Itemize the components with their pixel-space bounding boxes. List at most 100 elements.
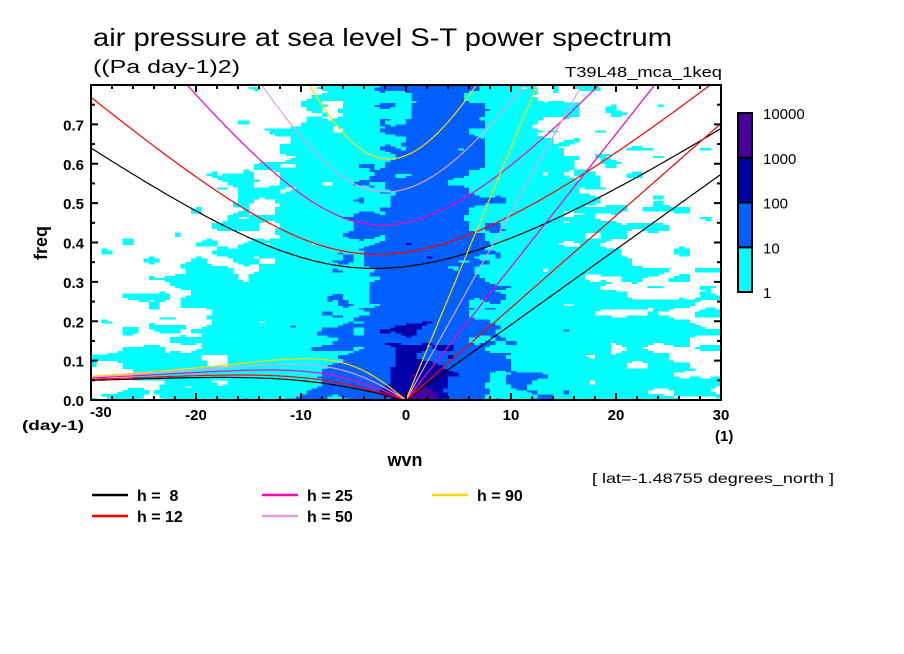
spectrum-cell (448, 382, 486, 385)
spectrum-cell (217, 177, 255, 180)
spectrum-cell (448, 376, 491, 379)
spectrum-cell (553, 396, 675, 399)
spectrum-cell (337, 108, 412, 111)
spectrum-cell (295, 325, 339, 328)
spectrum-cell (406, 175, 465, 178)
spectrum-cell (490, 388, 517, 391)
spectrum-cell (490, 244, 564, 247)
spectrum-cell (605, 106, 617, 109)
spectrum-cell (369, 266, 449, 269)
spectrum-cell (206, 173, 218, 176)
spectrum-cell (364, 197, 391, 200)
y-tick-label: 0.0 (63, 393, 84, 410)
spectrum-cell (348, 218, 465, 222)
spectrum-cell (406, 90, 470, 94)
spectrum-cell (411, 110, 486, 113)
spectrum-cell (248, 216, 344, 220)
spectrum-cell (600, 274, 659, 277)
spectrum-cell (343, 323, 407, 326)
spectrum-cell (259, 268, 333, 271)
spectrum-cell (348, 352, 396, 356)
spectrum-cell (148, 301, 160, 304)
spectrum-cell (484, 238, 612, 241)
spectrum-cell (673, 344, 690, 348)
spectrum-cell (668, 277, 690, 281)
spectrum-cell (353, 346, 365, 350)
spectrum-cell (311, 346, 354, 350)
spectrum-cell (369, 295, 507, 298)
spectrum-cell (280, 149, 386, 153)
spectrum-cell (406, 392, 438, 395)
spectrum-cell (484, 153, 564, 157)
spectrum-cell (316, 376, 391, 379)
spectrum-cell (479, 167, 575, 170)
spectrum-cell (605, 163, 617, 167)
spectrum-cell (484, 384, 512, 387)
spectrum-cell (379, 106, 391, 109)
spectrum-cell (626, 173, 643, 176)
spectrum-cell (348, 299, 370, 302)
spectrum-cell (185, 268, 234, 271)
spectrum-cell (416, 388, 433, 391)
spectrum-cell (280, 177, 370, 180)
spectrum-cell (127, 297, 171, 300)
spectrum-cell (642, 228, 669, 231)
spectrum-cell (421, 321, 433, 324)
spectrum-cell (364, 252, 501, 255)
spectrum-cell (316, 86, 375, 90)
axis-tick-labels: -30 -20 -10 0 10 20 30 0.0 0.1 0.2 0.3 0.4 0.5 0.6 0.7 (63, 117, 729, 424)
spectrum-cell (353, 254, 365, 257)
spectrum-cell (453, 177, 575, 180)
spectrum-cell (343, 216, 465, 220)
legend-item: h = 8 (92, 488, 178, 505)
spectrum-cell (369, 289, 496, 293)
spectrum-cell (547, 130, 559, 133)
spectrum-cell (479, 335, 491, 338)
spectrum-cell (211, 252, 339, 255)
spectrum-cell (238, 189, 281, 192)
spectrum-cell (274, 169, 370, 172)
spectrum-cell (495, 337, 507, 340)
spectrum-cell (364, 327, 391, 330)
spectrum-cell (663, 342, 690, 346)
spectrum-cell (369, 281, 491, 285)
spectrum-cell (385, 144, 391, 147)
spectrum-cell (374, 171, 470, 174)
spectrum-cell (332, 362, 396, 365)
spectrum-cell (190, 260, 207, 263)
spectrum-cell (274, 207, 381, 210)
spectrum-cell (484, 203, 596, 206)
spectrum-cell (390, 205, 475, 208)
spectrum-cell (269, 132, 386, 135)
spectrum-cell (332, 394, 339, 397)
spectrum-cell (610, 212, 617, 216)
spectrum-cell (238, 199, 255, 202)
spectrum-cell (505, 199, 601, 202)
spectrum-cell (343, 234, 381, 237)
spectrum-cell (369, 299, 470, 302)
spectrum-cell (253, 167, 370, 170)
spectrum-cell (579, 175, 601, 178)
spectrum-cell (484, 279, 591, 283)
spectrum-cell (484, 122, 538, 125)
spectrum-cell (411, 173, 470, 176)
spectrum-cell (474, 270, 543, 273)
spectrum-cell (505, 338, 690, 342)
spectrum-cell (217, 187, 228, 190)
inertia-gravity-curve-h25 (186, 85, 600, 226)
y-tick-label: 0.6 (63, 157, 84, 174)
spectrum-cell (505, 356, 591, 359)
spectrum-cell (322, 368, 391, 371)
spectrum-cell (474, 342, 480, 346)
spectrum-cell (91, 354, 202, 357)
spectrum-cell (395, 153, 486, 157)
spectrum-cell (227, 181, 255, 184)
spectrum-cell (395, 364, 444, 367)
spectrum-cell (574, 86, 601, 90)
spectrum-cell (379, 102, 396, 105)
spectrum-cell (484, 104, 580, 107)
spectrum-cell (364, 329, 381, 332)
spectrum-cell (175, 232, 181, 235)
spectrum-cell (190, 209, 202, 212)
